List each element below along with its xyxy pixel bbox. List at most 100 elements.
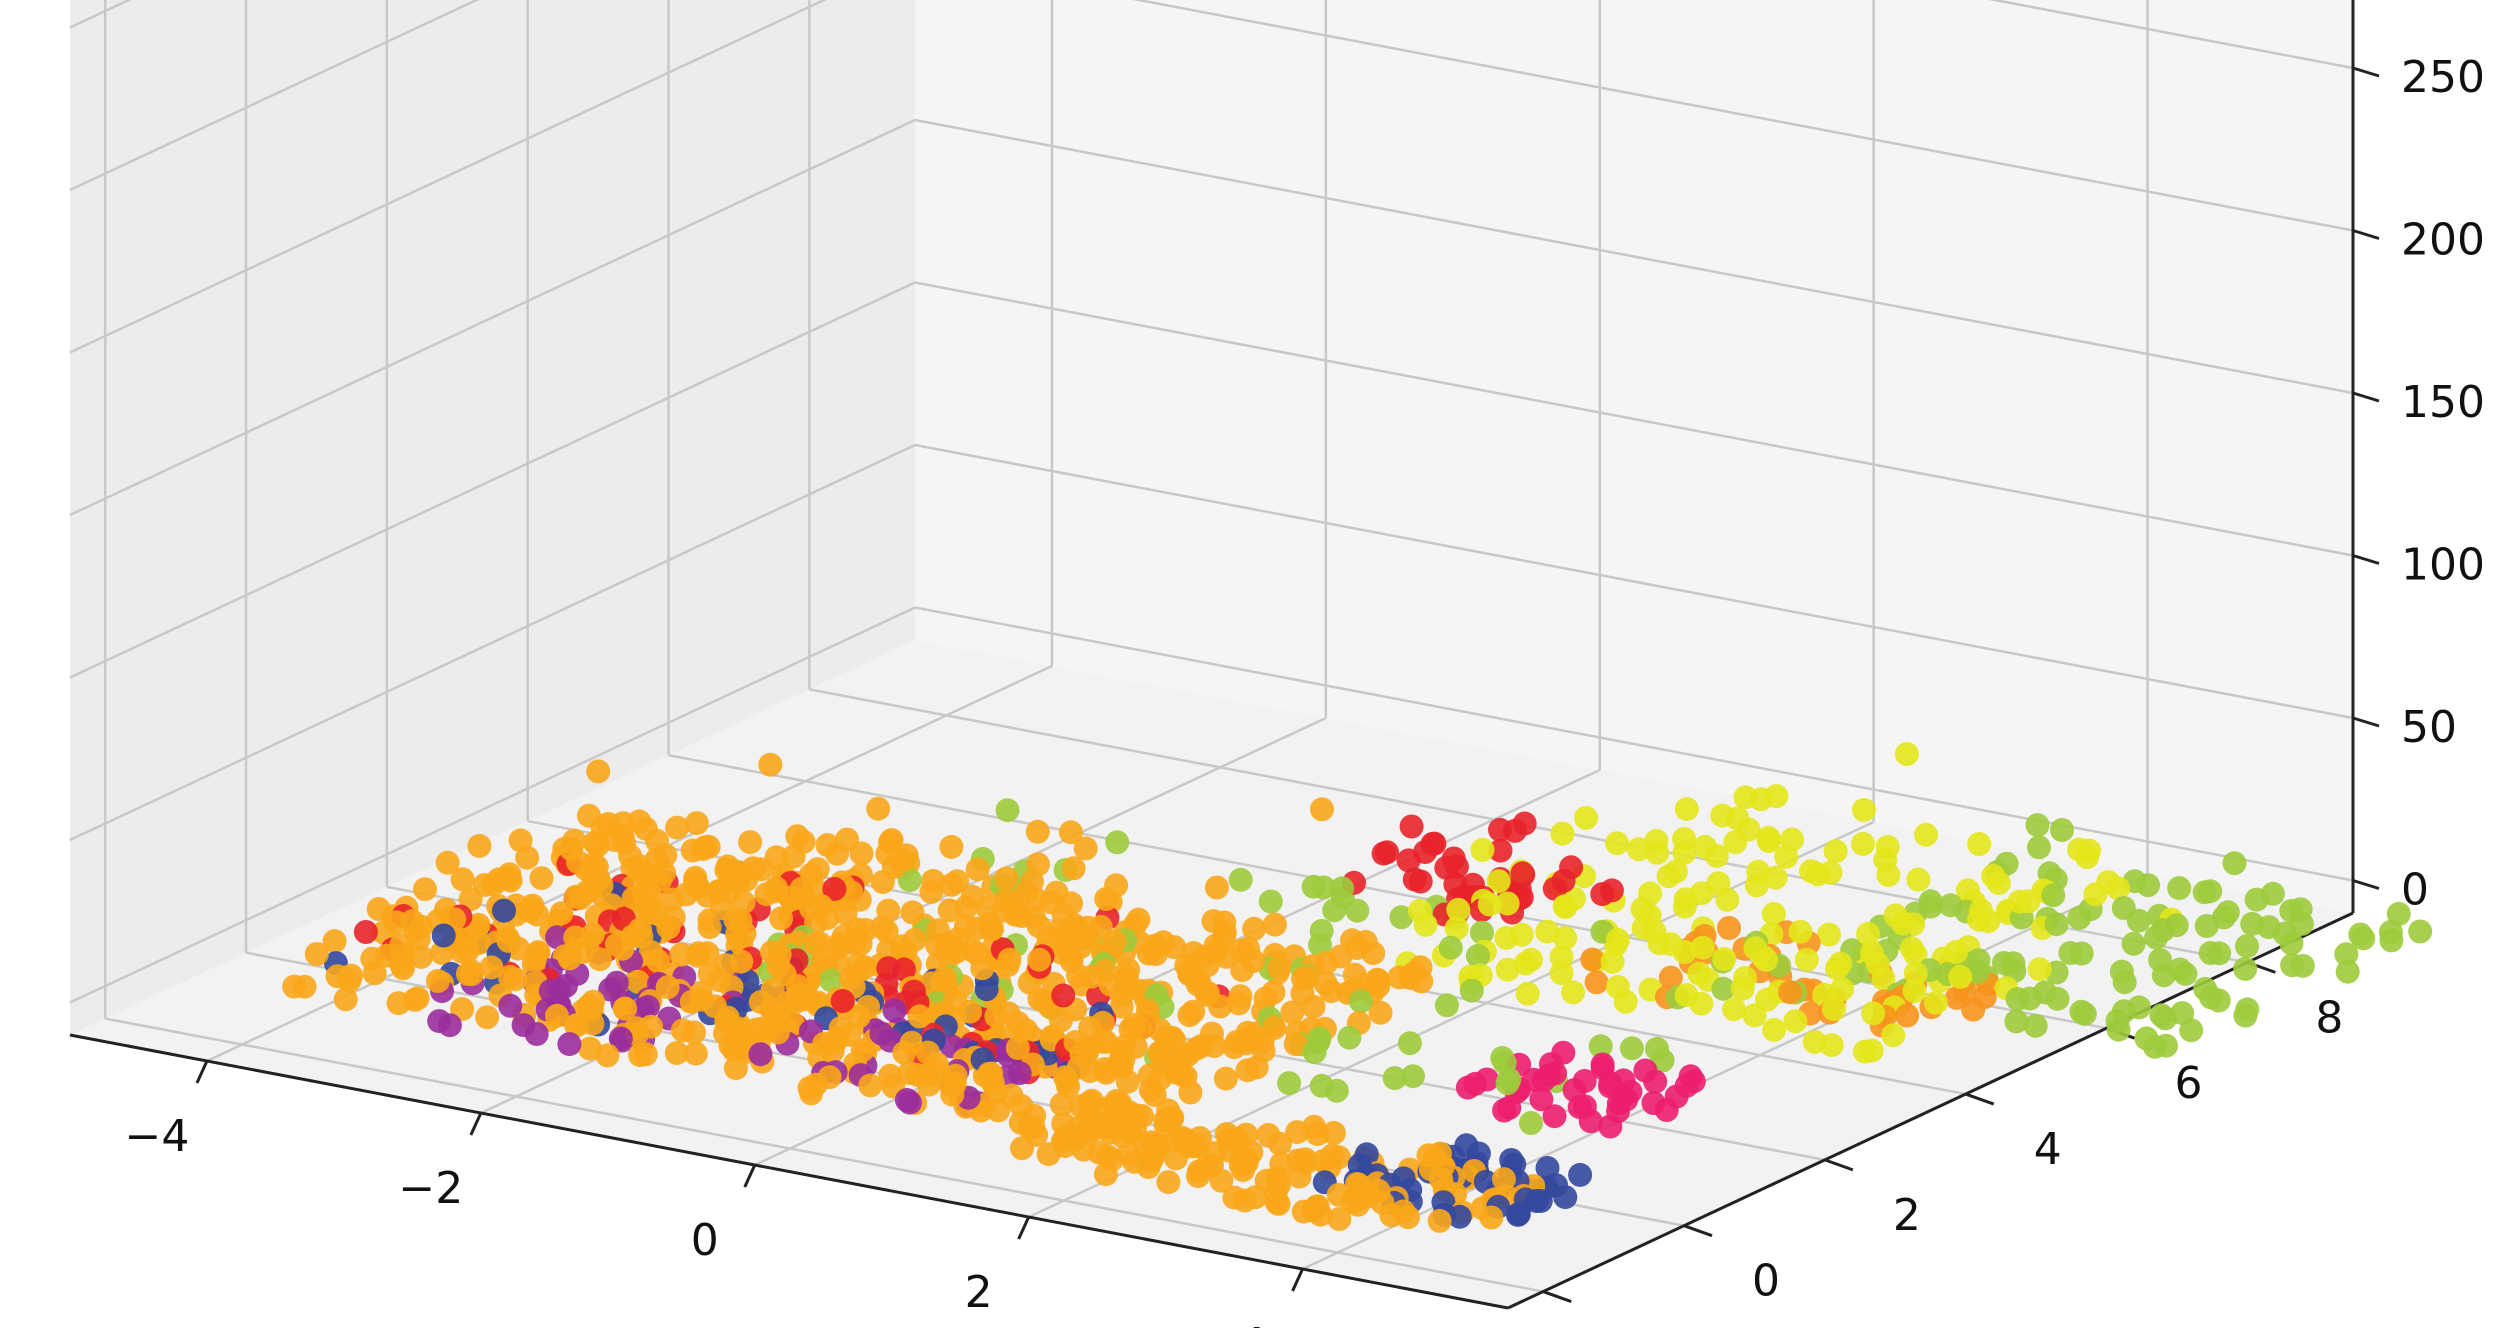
data-point bbox=[2121, 931, 2146, 956]
data-point bbox=[1674, 797, 1699, 822]
data-point bbox=[1302, 1040, 1327, 1064]
data-point bbox=[1052, 1134, 1077, 1159]
data-point bbox=[586, 866, 611, 891]
data-point bbox=[508, 828, 533, 853]
data-point bbox=[1095, 1144, 1120, 1169]
data-point bbox=[1026, 852, 1050, 877]
data-point bbox=[1561, 980, 1586, 1005]
data-point bbox=[980, 917, 1005, 941]
data-point bbox=[897, 868, 922, 893]
data-point bbox=[1098, 972, 1123, 997]
data-point bbox=[630, 860, 655, 885]
z-tick bbox=[2352, 716, 2380, 728]
y-tick-label: 6 bbox=[2175, 1058, 2203, 1109]
data-point bbox=[1967, 832, 1992, 856]
data-point bbox=[2083, 882, 2108, 907]
data-point bbox=[557, 1032, 582, 1057]
x-tick-label: 2 bbox=[965, 1267, 993, 1318]
data-point bbox=[1605, 927, 1630, 952]
data-point bbox=[715, 854, 740, 879]
y-gridline-floor bbox=[104, 1017, 1544, 1293]
axis-lines bbox=[69, 0, 2380, 1310]
data-point bbox=[697, 961, 722, 986]
data-point bbox=[656, 915, 681, 940]
data-point bbox=[1725, 806, 1750, 831]
data-point bbox=[1399, 814, 1424, 839]
data-point bbox=[633, 1042, 658, 1067]
data-point bbox=[1948, 964, 1973, 989]
data-point bbox=[1550, 821, 1575, 846]
z-tick-label: 50 bbox=[2401, 702, 2457, 753]
data-point bbox=[1148, 1041, 1173, 1066]
z-tick bbox=[2352, 879, 2380, 890]
data-point bbox=[1262, 912, 1287, 937]
data-point bbox=[984, 1004, 1009, 1029]
data-point bbox=[1861, 1001, 1886, 1026]
data-point bbox=[1173, 1064, 1198, 1089]
data-point bbox=[1389, 905, 1414, 930]
data-point bbox=[413, 877, 437, 902]
data-point bbox=[940, 936, 965, 961]
z-tick bbox=[2352, 66, 2380, 78]
data-point bbox=[1368, 1000, 1393, 1025]
data-point bbox=[1337, 1025, 1362, 1050]
data-point bbox=[1762, 1017, 1787, 1042]
data-points bbox=[282, 742, 2433, 1233]
data-point bbox=[1619, 1036, 1644, 1061]
data-point bbox=[1309, 919, 1334, 943]
data-point bbox=[1311, 875, 1336, 900]
z-tick bbox=[2352, 554, 2380, 565]
data-point bbox=[748, 990, 773, 1015]
data-point bbox=[1350, 1185, 1375, 1210]
data-point bbox=[1491, 1167, 1516, 1192]
data-point bbox=[549, 901, 574, 926]
data-point bbox=[1382, 1066, 1407, 1091]
data-point bbox=[1692, 834, 1717, 859]
data-point bbox=[1733, 785, 1758, 810]
data-point bbox=[586, 759, 611, 784]
data-point bbox=[1924, 990, 1948, 1015]
data-point bbox=[1301, 994, 1326, 1019]
data-point bbox=[2149, 1003, 2174, 1028]
data-point bbox=[1073, 836, 1098, 861]
data-point bbox=[1598, 1114, 1623, 1139]
data-point bbox=[638, 884, 663, 909]
data-point bbox=[1007, 1061, 1032, 1086]
data-point bbox=[2279, 931, 2304, 956]
data-point bbox=[907, 1004, 932, 1029]
data-point bbox=[1903, 961, 1928, 986]
data-point bbox=[1309, 1073, 1334, 1098]
data-point bbox=[2027, 957, 2052, 982]
data-point bbox=[940, 1082, 965, 1107]
x-tick bbox=[1291, 1268, 1304, 1292]
z-gridline-left bbox=[69, 0, 828, 354]
data-point bbox=[684, 811, 709, 836]
data-point bbox=[655, 975, 680, 1000]
data-point bbox=[1852, 1039, 1877, 1064]
data-point bbox=[2199, 985, 2224, 1010]
data-point bbox=[738, 830, 763, 855]
data-point bbox=[776, 990, 801, 1015]
data-point bbox=[2408, 919, 2433, 944]
data-point bbox=[1228, 867, 1253, 892]
data-point bbox=[1672, 827, 1697, 851]
data-point bbox=[1391, 1199, 1416, 1224]
data-point bbox=[1914, 822, 1939, 847]
data-point bbox=[1046, 918, 1071, 943]
data-point bbox=[1241, 949, 1266, 973]
data-point bbox=[1434, 993, 1459, 1018]
data-point bbox=[1010, 1136, 1034, 1161]
data-point bbox=[1515, 981, 1540, 1006]
data-point bbox=[665, 815, 690, 840]
z-gridline-back bbox=[1132, 0, 2354, 232]
data-point bbox=[1881, 1023, 1906, 1048]
data-point bbox=[587, 947, 612, 972]
data-point bbox=[2351, 926, 2376, 951]
data-point bbox=[1552, 894, 1577, 919]
data-point bbox=[1401, 1064, 1425, 1089]
data-point bbox=[2148, 948, 2173, 972]
data-point bbox=[2025, 813, 2050, 838]
data-point bbox=[1906, 867, 1931, 892]
data-point bbox=[1156, 1170, 1181, 1195]
